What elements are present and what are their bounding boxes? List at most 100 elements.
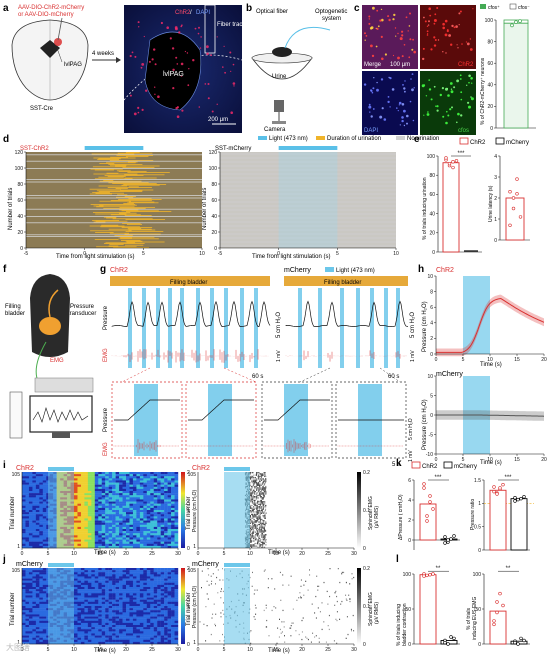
raster-trial-urination (93, 166, 126, 167)
heatmap-cell (129, 593, 133, 595)
emg-event (259, 509, 260, 510)
heatmap-cell (32, 595, 36, 597)
heatmap-cell (112, 568, 116, 570)
heatmap-cell (36, 593, 40, 595)
heatmap-cell (147, 587, 151, 589)
heatmap-cell (175, 568, 179, 570)
heatmap-cell (171, 535, 175, 537)
heatmap-cell (109, 521, 113, 523)
heatmap-cell (105, 589, 109, 591)
cell-dot (445, 20, 448, 23)
heatmap-cell (109, 478, 113, 480)
micro-dapi-label: DAPI (196, 10, 210, 16)
heatmap-cell (171, 512, 175, 514)
heatmap-cell (84, 583, 88, 585)
emg-event (257, 505, 258, 506)
heatmap-cell (112, 593, 116, 595)
cell-dot (369, 18, 370, 19)
emg-event (254, 497, 255, 498)
emg-event (259, 510, 260, 511)
heatmap-cell (123, 521, 127, 523)
heatmap-cell (74, 533, 78, 535)
emg-event (258, 539, 259, 540)
heatmap-cell (77, 585, 81, 587)
emg-event (257, 525, 258, 526)
heatmap-cell (133, 602, 137, 604)
emg-event (256, 527, 257, 528)
heatmap-cell (22, 491, 26, 493)
emg-event (262, 525, 263, 526)
raster-trial-urination (117, 155, 154, 156)
heatmap-cell (43, 608, 47, 610)
heatmap-cell (123, 606, 127, 608)
heatmap-cell (143, 523, 147, 525)
heatmap-cell (77, 483, 81, 485)
heatmap-cell (133, 502, 137, 504)
heatmap-cell (157, 533, 161, 535)
heatmap-cell (39, 593, 43, 595)
heatmap-cell (29, 472, 33, 474)
heatmap-cell (119, 587, 123, 589)
heatmap-cell (102, 608, 106, 610)
heatmap-cell (81, 533, 85, 535)
heatmap-cell (161, 574, 165, 576)
heatmap-cell (109, 614, 113, 616)
emg-event (260, 540, 261, 541)
heatmap-cell (36, 614, 40, 616)
heatmap-cell (105, 544, 109, 546)
heatmap-cell (123, 531, 127, 533)
heatmap-cell (74, 606, 78, 608)
heatmap-cell (161, 474, 165, 476)
heatmap-cell (29, 525, 33, 527)
heatmap-cell (98, 570, 102, 572)
heatmap-cell (43, 568, 47, 570)
heatmap-cell (77, 600, 81, 602)
heatmap-cell (161, 480, 165, 482)
emg-event (263, 532, 264, 533)
heatmap-cell (126, 617, 130, 619)
heatmap-cell (150, 581, 154, 583)
heatmap-cell (116, 591, 120, 593)
heatmap-cell (81, 491, 85, 493)
emg-event (256, 473, 257, 474)
heatmap-cell (105, 508, 109, 510)
heatmap-cell (91, 502, 95, 504)
heatmap-cell (36, 521, 40, 523)
heatmap-cell (143, 495, 147, 497)
heatmap-cell (126, 518, 130, 520)
heatmap-cell (150, 600, 154, 602)
heatmap-cell (25, 593, 29, 595)
raster-trial-urination (92, 154, 135, 155)
raster-trial-urination (108, 164, 142, 165)
heatmap-cell (168, 531, 172, 533)
emg-event (262, 492, 263, 493)
heatmap-cell (91, 608, 95, 610)
heatmap-cell (147, 523, 151, 525)
heatmap-cell (88, 587, 92, 589)
emg-event (265, 490, 266, 491)
heatmap-cell (112, 474, 116, 476)
heatmap-cell (147, 617, 151, 619)
panel-c: c Merge 100 μm ChR2 DAPI cfos cfos⁺ cfos… (354, 3, 536, 135)
emg-event (261, 490, 262, 491)
heatmap-cell (98, 483, 102, 485)
heatmap-cell (102, 529, 106, 531)
heatmap-cell (22, 497, 26, 499)
emg-event (256, 497, 257, 498)
heatmap-cell (39, 516, 43, 518)
heatmap-cell (171, 583, 175, 585)
heatmap-cell (161, 535, 165, 537)
heatmap-cell (109, 595, 113, 597)
heatmap-cell (91, 583, 95, 585)
raster-trial-urination (110, 157, 128, 158)
raster-trial-urination (106, 242, 136, 243)
emg-event (250, 542, 251, 543)
heatmap-cell (74, 585, 78, 587)
heatmap-cell (112, 544, 116, 546)
heatmap-cell (74, 510, 78, 512)
heatmap-cell (171, 499, 175, 501)
heatmap-cell (157, 537, 161, 539)
heatmap-cell (150, 595, 154, 597)
heatmap-cell (25, 572, 29, 574)
heatmap-cell (36, 589, 40, 591)
